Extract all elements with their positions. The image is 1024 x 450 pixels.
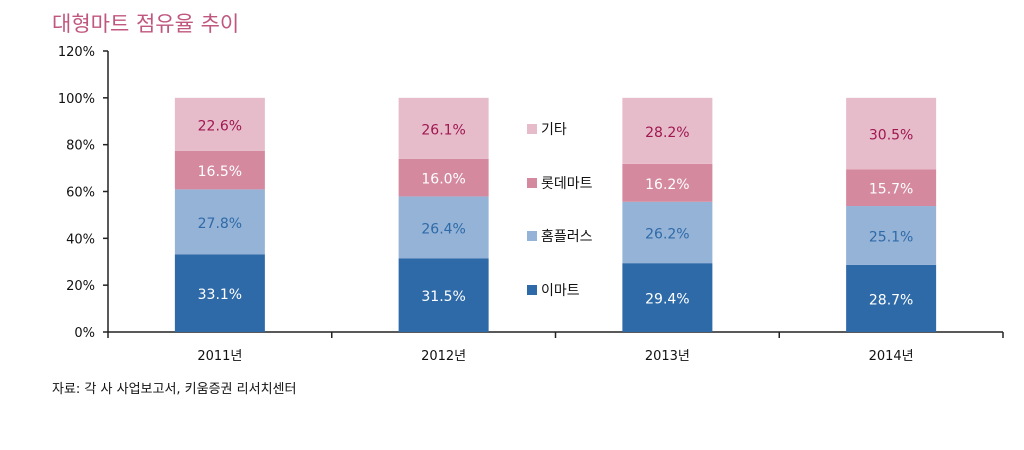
legend-swatch [527,124,537,134]
data-label: 28.2% [645,125,689,141]
legend-swatch [527,285,537,295]
legend-swatch [527,178,537,188]
y-tick-label: 0% [74,326,95,341]
legend-swatch [527,231,537,241]
bar-segment [174,150,265,190]
data-label: 26.1% [421,122,465,138]
bar-segment [622,201,713,264]
source-note: 자료: 각 사 사업보고서, 키움증권 리서치센터 [52,382,297,397]
data-label: 16.0% [421,172,465,188]
bar-segment [174,254,265,332]
bar-segment [174,97,265,151]
y-tick-label: 60% [66,186,95,201]
y-tick-label: 80% [66,139,95,154]
bar-segment [398,196,489,259]
legend-label: 기타 [541,122,567,138]
x-tick-label: 2012년 [421,349,466,364]
data-label: 29.4% [645,292,689,308]
bar-segment [846,97,937,170]
data-label: 25.1% [869,229,913,245]
y-tick-label: 20% [66,279,95,294]
y-tick-label: 100% [58,92,95,107]
data-label: 16.2% [645,177,689,193]
x-tick-label: 2011년 [197,349,242,364]
bar-segment [846,264,937,332]
bar-segment [622,97,713,164]
data-label: 15.7% [869,182,913,198]
y-tick-label: 40% [66,232,95,247]
legend-label: 홈플러스 [541,229,593,245]
data-label: 33.1% [198,287,242,303]
data-label: 30.5% [869,128,913,144]
bar-segment [398,258,489,332]
data-label: 27.8% [198,216,242,232]
bar-segment [622,263,713,332]
y-tick-label: 120% [58,45,95,60]
x-tick-label: 2014년 [869,349,914,364]
legend-label: 이마트 [541,283,580,299]
data-label: 26.4% [421,221,465,237]
chart-title: 대형마트 점유율 추이 [52,12,240,36]
data-label: 28.7% [869,292,913,308]
bar-segment [622,163,713,202]
data-label: 26.2% [645,226,689,242]
bar-segment [398,97,489,159]
bar-segment [398,158,489,197]
bar-segment [846,206,937,265]
data-label: 16.5% [198,164,242,180]
x-tick-label: 2013년 [645,349,690,364]
legend-label: 롯데마트 [541,176,593,192]
bar-segment [174,189,265,255]
bar-segment [846,169,937,207]
data-label: 22.6% [198,118,242,134]
data-label: 31.5% [421,289,465,305]
